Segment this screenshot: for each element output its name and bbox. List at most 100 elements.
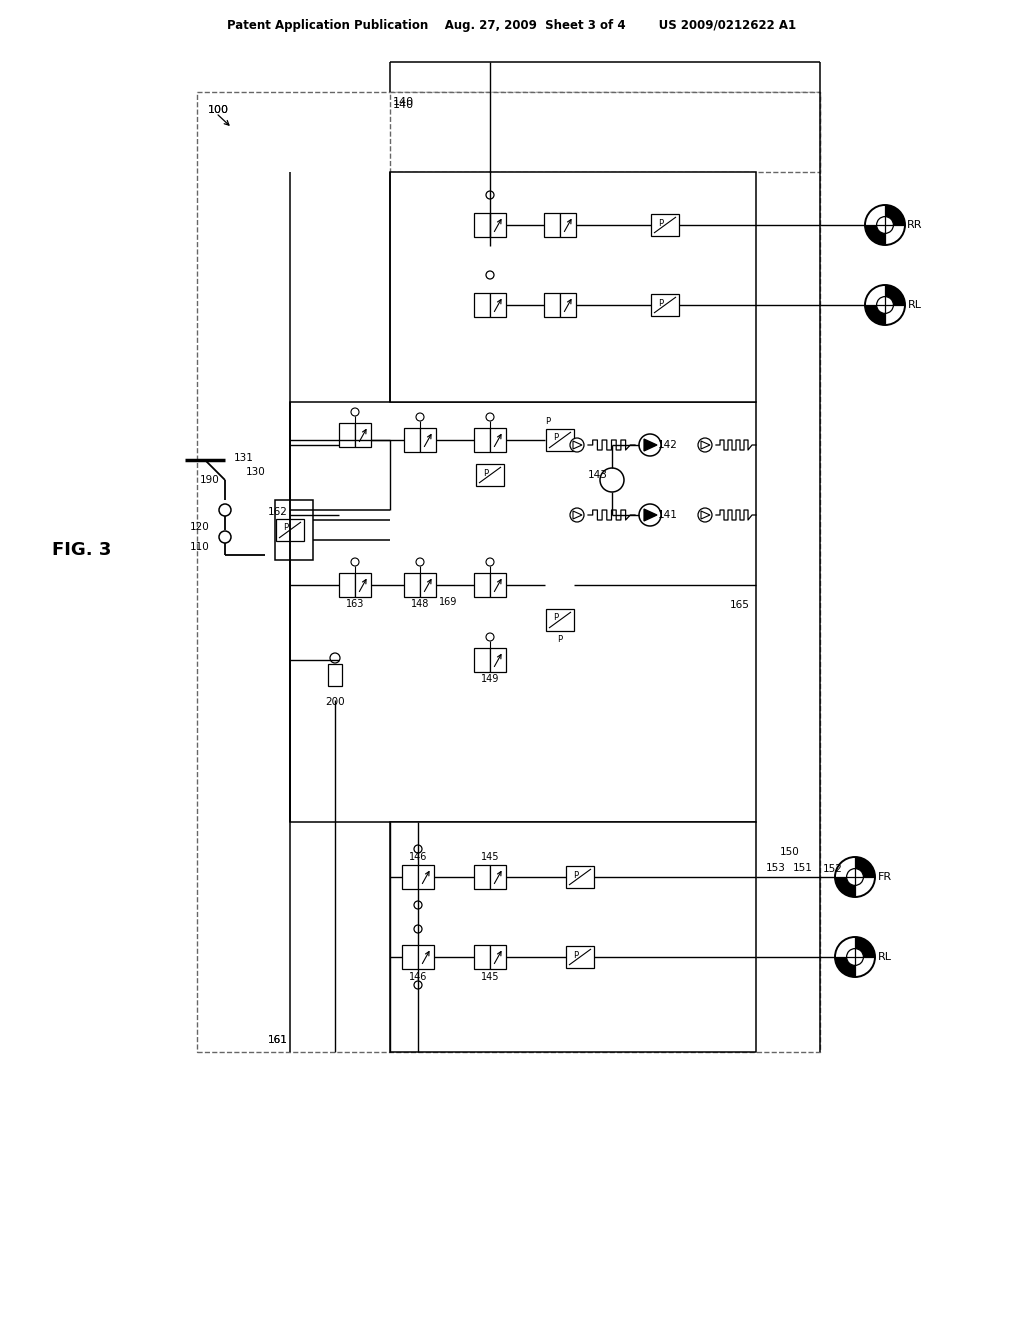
Text: Patent Application Publication    Aug. 27, 2009  Sheet 3 of 4        US 2009/021: Patent Application Publication Aug. 27, … xyxy=(227,18,797,32)
Polygon shape xyxy=(865,224,885,246)
Bar xyxy=(355,422,371,447)
Bar xyxy=(420,573,436,597)
Text: RR: RR xyxy=(907,220,923,230)
Bar xyxy=(560,213,575,238)
Text: 151: 151 xyxy=(793,863,813,873)
Circle shape xyxy=(639,434,662,455)
Bar xyxy=(276,519,304,541)
Text: FR: FR xyxy=(878,873,892,882)
Polygon shape xyxy=(835,876,855,898)
Text: 120: 120 xyxy=(190,521,210,532)
Bar xyxy=(390,822,756,1052)
Text: 153: 153 xyxy=(766,863,786,873)
Bar xyxy=(390,92,820,172)
Bar xyxy=(290,403,756,822)
Text: 146: 146 xyxy=(409,972,427,982)
Circle shape xyxy=(416,558,424,566)
Bar xyxy=(490,573,506,597)
Polygon shape xyxy=(865,305,885,325)
Circle shape xyxy=(330,653,340,663)
Text: 130: 130 xyxy=(246,467,266,477)
Bar xyxy=(490,428,506,451)
Text: 163: 163 xyxy=(346,599,365,609)
Bar xyxy=(275,500,313,560)
Bar xyxy=(328,664,342,686)
Polygon shape xyxy=(701,511,710,519)
Text: 162: 162 xyxy=(268,507,288,517)
Circle shape xyxy=(877,297,893,313)
Circle shape xyxy=(416,413,424,421)
Text: 149: 149 xyxy=(481,675,499,684)
Circle shape xyxy=(486,271,494,279)
Text: P: P xyxy=(553,614,558,623)
Bar xyxy=(474,213,490,238)
Text: P: P xyxy=(573,870,579,879)
Circle shape xyxy=(835,857,874,898)
Text: FIG. 3: FIG. 3 xyxy=(52,541,112,558)
Bar xyxy=(339,573,355,597)
Polygon shape xyxy=(855,857,874,876)
Bar xyxy=(546,429,574,451)
Bar xyxy=(490,213,506,238)
Bar xyxy=(474,945,490,969)
Bar xyxy=(474,648,490,672)
Text: P: P xyxy=(284,524,289,532)
Bar xyxy=(651,294,679,315)
Text: 148: 148 xyxy=(411,599,429,609)
Bar xyxy=(490,648,506,672)
Polygon shape xyxy=(644,510,657,521)
Circle shape xyxy=(865,205,905,246)
Circle shape xyxy=(414,981,422,989)
Bar xyxy=(566,866,594,888)
Bar xyxy=(418,945,434,969)
Text: 150: 150 xyxy=(780,847,800,857)
Bar xyxy=(490,293,506,317)
Circle shape xyxy=(877,216,893,234)
Text: RL: RL xyxy=(878,952,892,962)
Bar xyxy=(566,946,594,968)
Polygon shape xyxy=(885,285,905,305)
Circle shape xyxy=(847,949,863,965)
Circle shape xyxy=(414,925,422,933)
Bar xyxy=(197,92,820,1052)
Bar xyxy=(544,213,560,238)
Text: 131: 131 xyxy=(234,453,254,463)
Text: P: P xyxy=(557,635,562,644)
Text: 145: 145 xyxy=(480,972,500,982)
Bar xyxy=(355,573,371,597)
Bar xyxy=(476,465,504,486)
Bar xyxy=(490,945,506,969)
Polygon shape xyxy=(835,957,855,977)
Text: 146: 146 xyxy=(409,851,427,862)
Circle shape xyxy=(639,504,662,525)
Circle shape xyxy=(486,413,494,421)
Circle shape xyxy=(219,531,231,543)
Circle shape xyxy=(865,285,905,325)
Circle shape xyxy=(486,191,494,199)
Polygon shape xyxy=(885,205,905,224)
Bar xyxy=(490,865,506,888)
Text: 161: 161 xyxy=(268,1035,288,1045)
Text: 140: 140 xyxy=(392,96,414,107)
Text: RL: RL xyxy=(908,300,922,310)
Bar xyxy=(418,865,434,888)
Circle shape xyxy=(486,634,494,642)
Bar xyxy=(404,428,420,451)
Circle shape xyxy=(414,845,422,853)
Circle shape xyxy=(570,508,584,521)
Circle shape xyxy=(847,869,863,886)
Text: 152: 152 xyxy=(823,865,843,874)
Polygon shape xyxy=(855,937,874,957)
Text: P: P xyxy=(483,469,488,478)
Bar xyxy=(420,428,436,451)
Bar xyxy=(474,573,490,597)
Bar xyxy=(474,428,490,451)
Text: P: P xyxy=(658,298,664,308)
Circle shape xyxy=(219,504,231,516)
Polygon shape xyxy=(644,440,657,451)
Bar xyxy=(474,293,490,317)
Circle shape xyxy=(351,408,359,416)
Bar xyxy=(546,609,574,631)
Bar xyxy=(402,865,418,888)
Bar xyxy=(402,945,418,969)
